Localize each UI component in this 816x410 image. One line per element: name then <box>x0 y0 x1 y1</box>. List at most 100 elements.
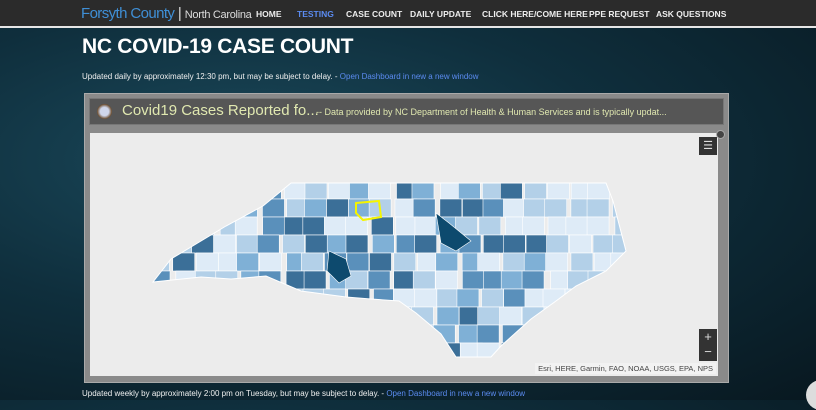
county[interactable] <box>393 252 417 272</box>
county[interactable] <box>612 234 635 254</box>
county[interactable] <box>193 288 217 308</box>
county[interactable] <box>369 252 392 272</box>
county[interactable] <box>590 306 613 326</box>
county[interactable] <box>565 342 589 361</box>
county[interactable] <box>414 234 437 254</box>
county[interactable] <box>370 216 394 236</box>
county[interactable] <box>195 324 219 344</box>
county[interactable] <box>612 324 634 344</box>
county[interactable] <box>435 252 459 272</box>
nav-item[interactable]: CLICK HERE/COME HERE <box>482 9 588 19</box>
county[interactable] <box>414 288 438 308</box>
county[interactable] <box>258 270 282 290</box>
county[interactable] <box>414 216 438 236</box>
county[interactable] <box>282 234 305 254</box>
county[interactable] <box>283 181 307 200</box>
county[interactable] <box>218 288 242 308</box>
nav-item[interactable]: DAILY UPDATE <box>410 9 472 19</box>
county[interactable] <box>152 198 175 218</box>
county[interactable] <box>170 234 194 254</box>
county[interactable] <box>305 234 328 254</box>
county[interactable] <box>260 324 283 344</box>
nc-county-map[interactable] <box>90 133 718 376</box>
county[interactable] <box>614 288 636 308</box>
county[interactable] <box>173 216 196 236</box>
county[interactable] <box>520 342 544 361</box>
county[interactable] <box>523 252 547 272</box>
county[interactable] <box>542 288 566 308</box>
county[interactable] <box>544 342 568 361</box>
county[interactable] <box>587 288 611 308</box>
county[interactable] <box>614 270 637 290</box>
county[interactable] <box>502 252 526 272</box>
county[interactable] <box>324 342 348 361</box>
county[interactable] <box>458 181 481 200</box>
county[interactable] <box>478 216 502 236</box>
county[interactable] <box>547 181 570 200</box>
county[interactable] <box>302 324 325 344</box>
county[interactable] <box>523 198 546 218</box>
county[interactable] <box>256 234 280 254</box>
county[interactable] <box>327 306 351 326</box>
county[interactable] <box>371 234 395 254</box>
county[interactable] <box>328 181 351 200</box>
county[interactable] <box>262 216 285 236</box>
county[interactable] <box>262 198 285 218</box>
county[interactable] <box>324 216 347 236</box>
county[interactable] <box>302 216 326 236</box>
county[interactable] <box>569 234 592 254</box>
county[interactable] <box>499 306 522 326</box>
county[interactable] <box>191 216 215 236</box>
county[interactable] <box>303 270 327 290</box>
county[interactable] <box>174 324 198 344</box>
county[interactable] <box>236 234 259 254</box>
county[interactable] <box>411 306 434 326</box>
county[interactable] <box>613 342 636 361</box>
county[interactable] <box>169 181 193 200</box>
nav-item[interactable]: CASE COUNT <box>346 9 403 19</box>
county[interactable] <box>586 216 610 236</box>
county[interactable] <box>395 342 419 361</box>
county[interactable] <box>300 252 324 272</box>
county[interactable] <box>482 234 506 254</box>
county[interactable] <box>173 342 196 361</box>
county[interactable] <box>565 216 589 236</box>
county-high-cases[interactable] <box>326 250 352 284</box>
county[interactable] <box>148 306 171 326</box>
county[interactable] <box>395 216 419 236</box>
county[interactable] <box>592 234 616 254</box>
county[interactable] <box>215 270 239 290</box>
county[interactable] <box>197 306 221 326</box>
county[interactable] <box>524 181 547 200</box>
county[interactable] <box>503 234 526 254</box>
county[interactable] <box>195 252 219 272</box>
county[interactable] <box>346 342 370 361</box>
county[interactable] <box>346 252 370 272</box>
county[interactable] <box>323 324 347 344</box>
county[interactable] <box>612 198 635 218</box>
county[interactable] <box>482 198 506 218</box>
county[interactable] <box>235 324 259 344</box>
nav-item[interactable]: ASK QUESTIONS <box>656 9 727 19</box>
zoom-in-button[interactable]: + <box>699 329 717 345</box>
county[interactable] <box>366 306 390 326</box>
county[interactable] <box>175 270 199 290</box>
county[interactable] <box>216 324 239 344</box>
county-high-cases[interactable] <box>435 212 472 252</box>
county[interactable] <box>544 198 568 218</box>
county[interactable] <box>284 324 308 344</box>
county[interactable] <box>237 342 261 361</box>
county[interactable] <box>545 252 568 272</box>
county[interactable] <box>213 342 237 361</box>
county[interactable] <box>615 181 638 200</box>
county[interactable] <box>239 181 263 200</box>
county[interactable] <box>503 198 526 218</box>
county[interactable] <box>350 324 374 344</box>
county[interactable] <box>389 306 413 326</box>
county[interactable] <box>235 198 258 218</box>
county[interactable] <box>501 342 524 361</box>
county[interactable] <box>503 288 526 308</box>
county[interactable] <box>368 181 391 200</box>
county[interactable] <box>151 324 174 344</box>
open-dashboard-link-weekly[interactable]: Open Dashboard in new a new window <box>386 389 526 398</box>
